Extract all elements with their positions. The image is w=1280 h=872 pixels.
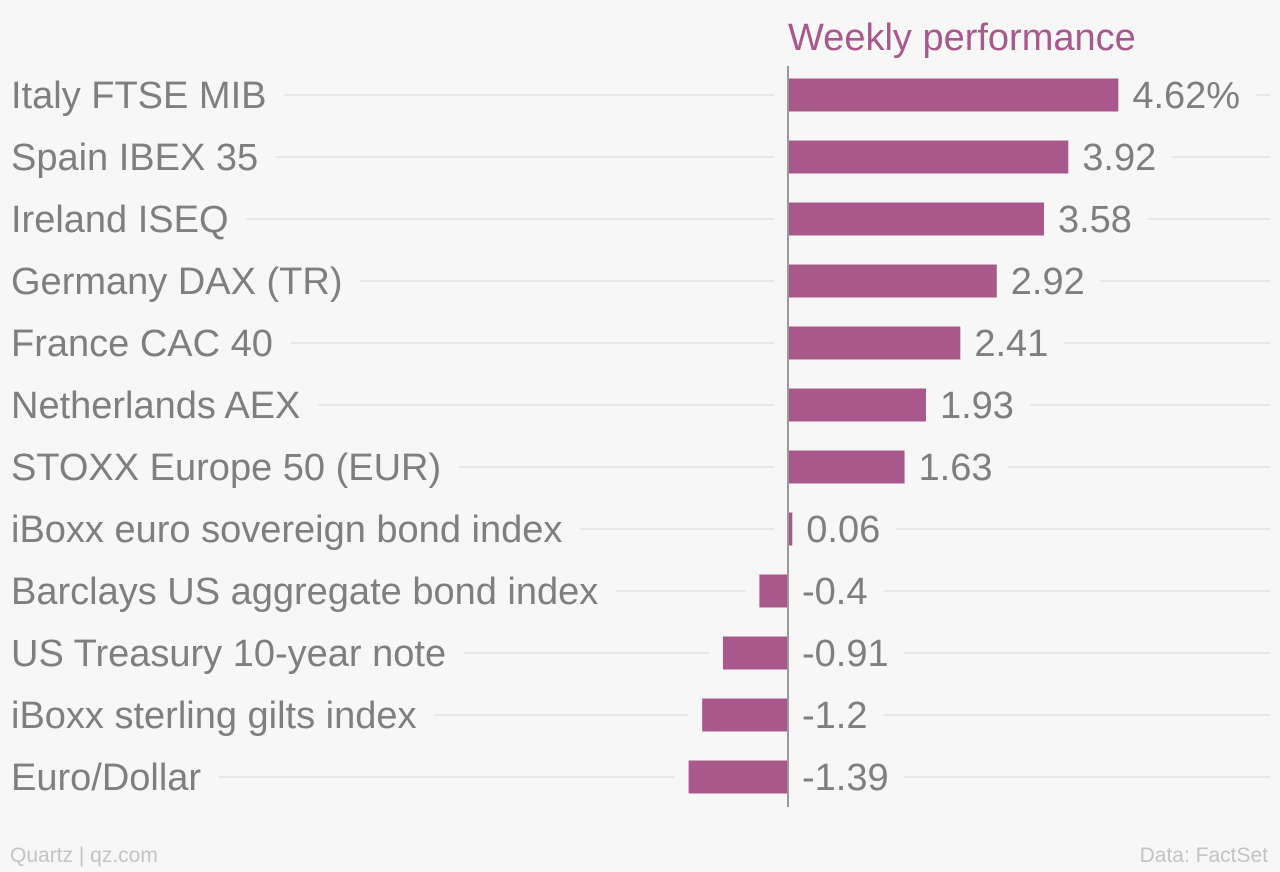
labels: Italy FTSE MIB 4.62% Spain IBEX 35 3.92 Irel… <box>11 75 1240 799</box>
bar <box>788 202 1044 236</box>
value-label: 2.92 <box>1011 261 1085 303</box>
bar <box>788 326 961 360</box>
category-label: Germany DAX (TR) <box>11 261 342 303</box>
value-label: 3.92 <box>1082 137 1156 179</box>
credit-text: Quartz | qz.com <box>10 844 158 867</box>
category-label: Spain IBEX 35 <box>11 137 258 179</box>
category-label: iBoxx euro sovereign bond index <box>11 509 562 551</box>
bar <box>788 140 1069 174</box>
value-label: 4.62% <box>1132 75 1240 117</box>
bar <box>788 264 997 298</box>
category-label: Netherlands AEX <box>11 385 300 427</box>
bar <box>788 512 793 546</box>
category-label: Euro/Dollar <box>11 757 201 799</box>
bar <box>688 760 788 794</box>
source-text: Data: FactSet <box>1139 844 1268 867</box>
value-label: -1.39 <box>802 757 889 799</box>
bar <box>788 78 1119 112</box>
category-label: STOXX Europe 50 (EUR) <box>11 447 441 489</box>
bar <box>722 636 788 670</box>
value-label: 0.06 <box>806 509 880 551</box>
category-label: Barclays US aggregate bond index <box>11 571 598 613</box>
chart-title: Weekly performance <box>788 17 1136 59</box>
category-label: France CAC 40 <box>11 323 273 365</box>
bars <box>688 78 1119 794</box>
category-label: US Treasury 10-year note <box>11 633 446 675</box>
bar <box>702 698 788 732</box>
bar <box>788 450 905 484</box>
value-label: -0.91 <box>802 633 889 675</box>
value-label: -0.4 <box>802 571 867 613</box>
bar <box>788 388 926 422</box>
value-label: 1.63 <box>919 447 993 489</box>
value-label: 1.93 <box>940 385 1014 427</box>
bar <box>759 574 788 608</box>
gridlines <box>219 94 1270 778</box>
category-label: iBoxx sterling gilts index <box>11 695 417 737</box>
value-label: 2.41 <box>974 323 1048 365</box>
value-label: 3.58 <box>1058 199 1132 241</box>
category-label: Ireland ISEQ <box>11 199 229 241</box>
value-label: -1.2 <box>802 695 867 737</box>
category-label: Italy FTSE MIB <box>11 75 266 117</box>
